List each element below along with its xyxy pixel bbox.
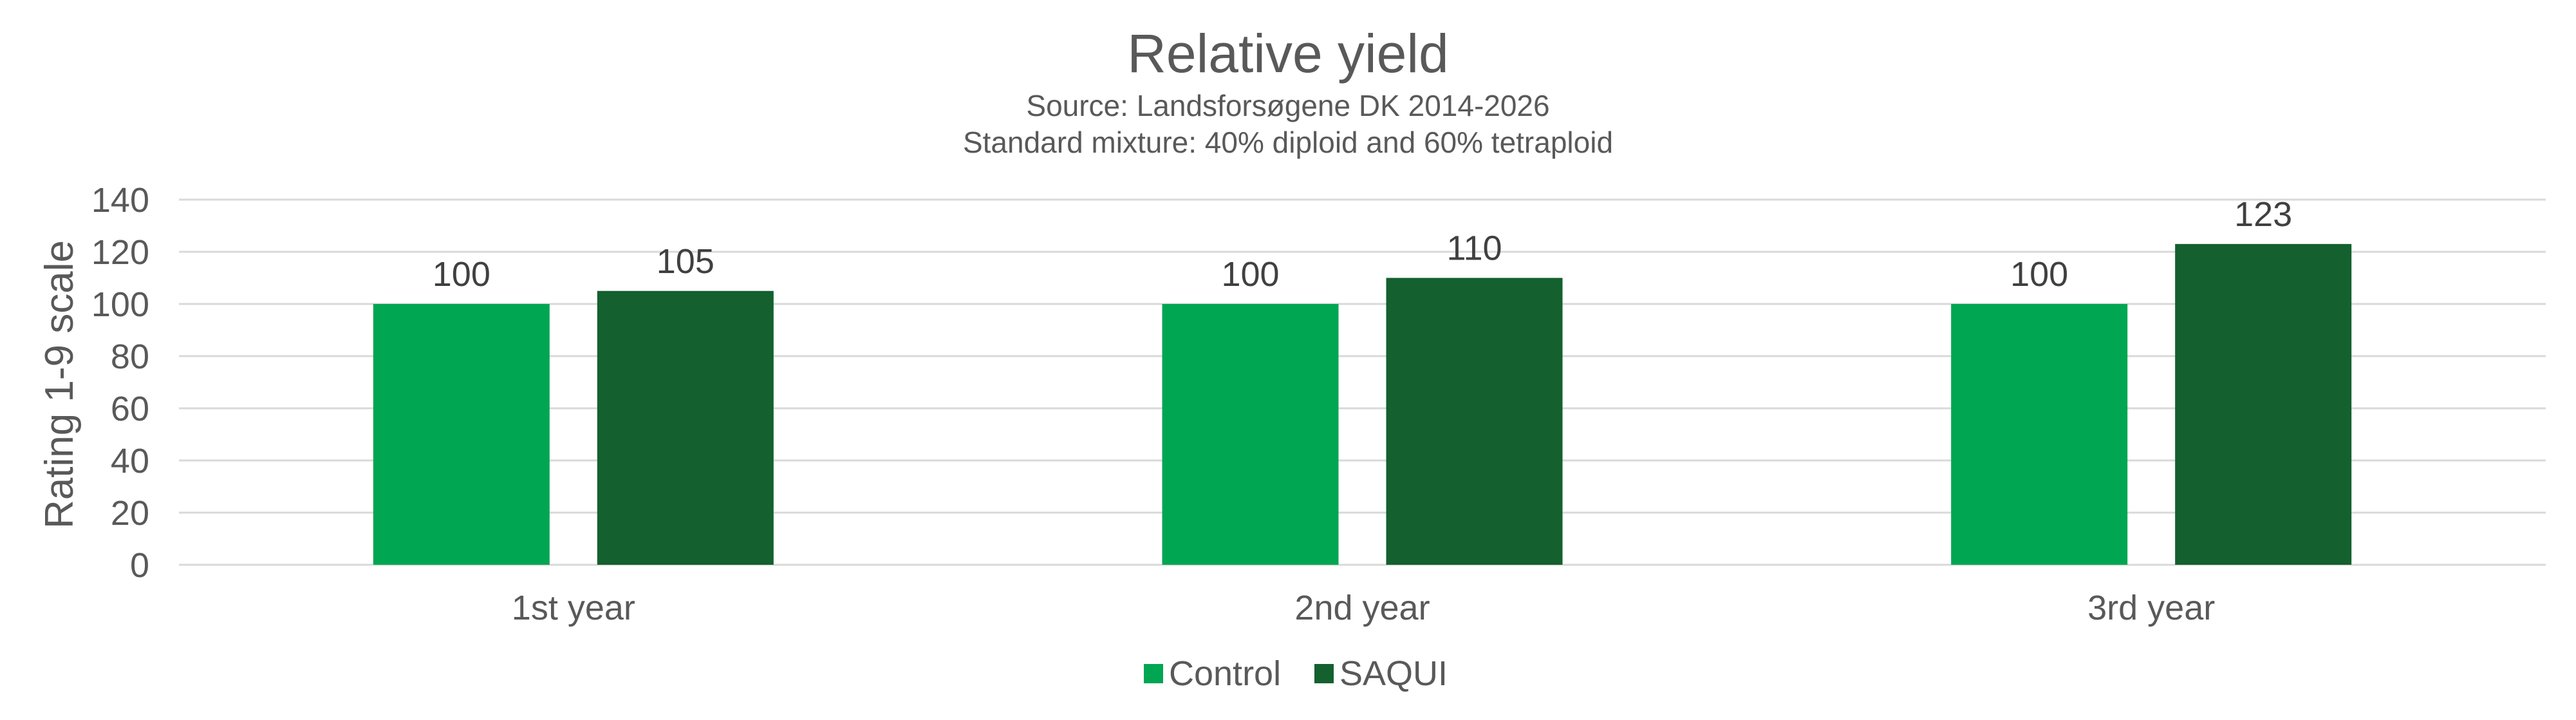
y-tick-label: 100 bbox=[91, 285, 149, 324]
bars bbox=[373, 243, 2352, 565]
chart-subtitle-mixture: Standard mixture: 40% diploid and 60% te… bbox=[963, 126, 1613, 159]
y-tick-label: 40 bbox=[111, 442, 149, 480]
data-label: 110 bbox=[1446, 229, 1502, 268]
bar bbox=[597, 290, 774, 565]
y-tick-label: 20 bbox=[111, 494, 149, 533]
bar bbox=[1386, 278, 1563, 565]
gridlines bbox=[179, 198, 2546, 566]
y-axis-ticks: 0 20 40 60 80 100 120 140 bbox=[91, 181, 149, 585]
y-tick-label: 80 bbox=[111, 337, 149, 376]
legend-swatch bbox=[1144, 664, 1163, 683]
bar bbox=[1951, 304, 2128, 565]
legend-label: SAQUI bbox=[1339, 654, 1448, 693]
y-tick-label: 140 bbox=[91, 181, 149, 220]
y-axis-label: Rating 1-9 scale bbox=[37, 240, 82, 529]
chart-subtitle-source: Source: Landsforsøgene DK 2014-2026 bbox=[1026, 89, 1549, 122]
y-tick-label: 60 bbox=[111, 390, 149, 428]
legend-swatch bbox=[1314, 664, 1334, 683]
y-tick-label: 0 bbox=[130, 546, 149, 585]
legend: Control SAQUI bbox=[1144, 654, 1448, 693]
data-label: 100 bbox=[1221, 255, 1279, 294]
data-label: 100 bbox=[2010, 255, 2068, 294]
x-tick-label: 1st year bbox=[512, 589, 635, 627]
x-tick-label: 2nd year bbox=[1294, 589, 1430, 627]
bar bbox=[2175, 243, 2352, 565]
data-label: 123 bbox=[2234, 195, 2292, 234]
legend-label: Control bbox=[1169, 654, 1281, 693]
y-tick-label: 120 bbox=[91, 233, 149, 272]
data-label: 100 bbox=[433, 255, 490, 294]
data-label: 105 bbox=[657, 242, 714, 281]
chart-title: Relative yield bbox=[1127, 23, 1449, 84]
x-axis-ticks: 1st year 2nd year 3rd year bbox=[512, 589, 2215, 627]
data-labels: 100 105 100 110 100 123 bbox=[433, 195, 2292, 294]
bar bbox=[1162, 304, 1339, 565]
bar bbox=[373, 304, 550, 565]
x-tick-label: 3rd year bbox=[2087, 589, 2215, 627]
